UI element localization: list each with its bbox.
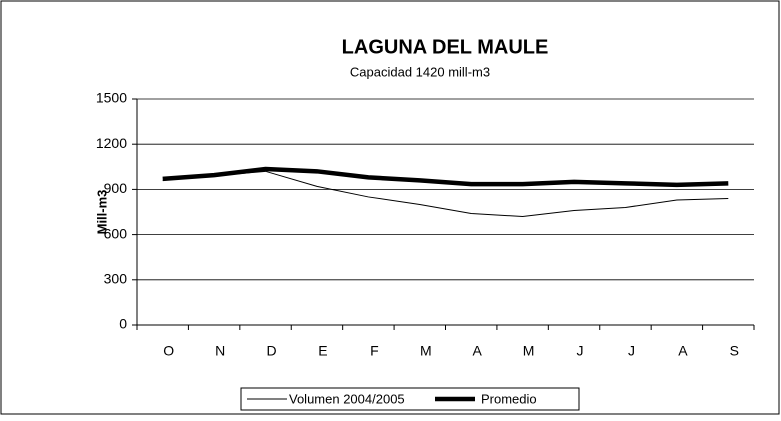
x-tick-label: N [215, 343, 225, 359]
y-tick-label: 0 [119, 316, 127, 332]
x-tick-label: J [628, 343, 635, 359]
x-tick-label: A [473, 343, 483, 359]
y-tick-label: 300 [104, 271, 128, 287]
chart-title: LAGUNA DEL MAULE [342, 36, 549, 58]
x-tick-label: D [266, 343, 276, 359]
x-tick-label: M [523, 343, 535, 359]
y-axis-label: Mill-m3 [94, 190, 109, 235]
x-tick-label: O [163, 343, 174, 359]
y-tick-label: 1200 [96, 135, 127, 151]
series-line [162, 166, 729, 188]
legend-label: Promedio [481, 391, 537, 406]
y-tick-label: 900 [104, 180, 128, 196]
chart-subtitle: Capacidad 1420 mill-m3 [350, 64, 490, 79]
y-tick-label: 600 [104, 225, 128, 241]
x-tick-label: E [318, 343, 327, 359]
legend-label: Volumen 2004/2005 [289, 391, 405, 406]
legend-box [240, 387, 580, 411]
x-tick-label: M [420, 343, 432, 359]
x-tick-label: J [577, 343, 584, 359]
x-tick-label: A [678, 343, 688, 359]
x-tick-label: S [730, 343, 739, 359]
y-tick-label: 1500 [96, 90, 127, 106]
x-tick-label: F [370, 343, 379, 359]
